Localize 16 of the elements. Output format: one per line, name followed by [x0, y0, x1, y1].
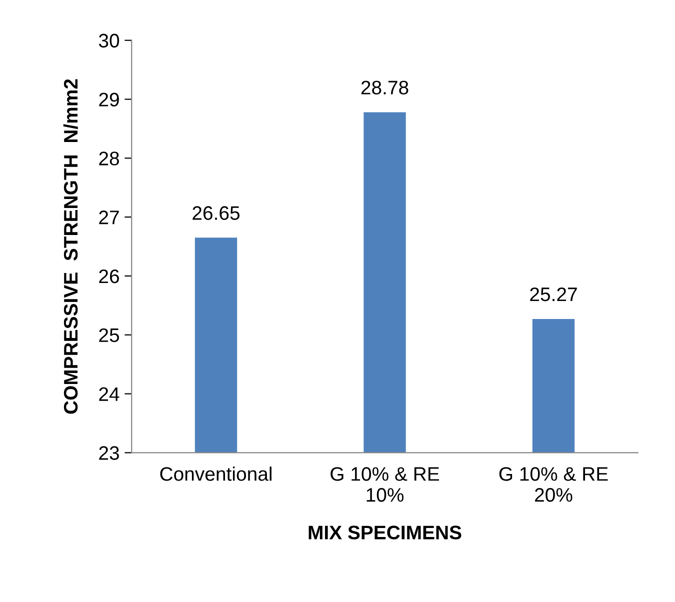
- y-tick-label: 27: [99, 210, 119, 224]
- data-label: 26.65: [192, 206, 240, 220]
- x-axis-title: MIX SPECIMENS: [308, 526, 462, 540]
- data-label: 28.78: [361, 80, 408, 94]
- x-tick-label: Conventional: [160, 466, 272, 481]
- y-tick-label: 26: [99, 269, 119, 284]
- x-tick-label: G 10% & RE 20%: [499, 467, 608, 502]
- y-tick-label: 23: [99, 446, 119, 460]
- y-tick-label: 30: [98, 34, 120, 48]
- y-tick-label: 25: [99, 328, 120, 342]
- y-axis-title: COMPRESSIVE STRENGTH N/mm2: [63, 79, 78, 414]
- x-tick-label: G 10% & RE 10%: [330, 467, 440, 502]
- y-tick-label: 29: [99, 92, 119, 106]
- y-tick-label: 28: [99, 152, 119, 166]
- y-tick-label: 24: [99, 387, 120, 401]
- data-label: 25.27: [530, 287, 577, 302]
